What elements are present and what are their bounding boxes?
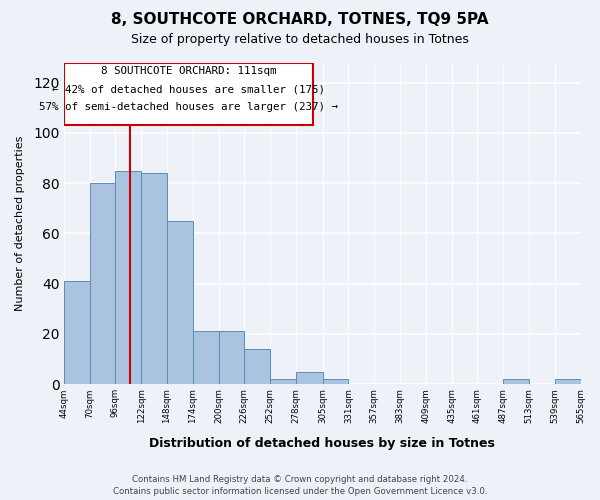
Bar <box>270 379 296 384</box>
Bar <box>296 372 323 384</box>
Text: ← 42% of detached houses are smaller (175): ← 42% of detached houses are smaller (17… <box>52 84 325 94</box>
Text: 8, SOUTHCOTE ORCHARD, TOTNES, TQ9 5PA: 8, SOUTHCOTE ORCHARD, TOTNES, TQ9 5PA <box>111 12 489 28</box>
Y-axis label: Number of detached properties: Number of detached properties <box>15 136 25 311</box>
Bar <box>555 379 581 384</box>
Bar <box>218 332 244 384</box>
X-axis label: Distribution of detached houses by size in Totnes: Distribution of detached houses by size … <box>149 437 495 450</box>
Bar <box>193 332 218 384</box>
Bar <box>167 221 193 384</box>
Text: Contains HM Land Registry data © Crown copyright and database right 2024.: Contains HM Land Registry data © Crown c… <box>132 475 468 484</box>
Text: 8 SOUTHCOTE ORCHARD: 111sqm: 8 SOUTHCOTE ORCHARD: 111sqm <box>101 66 276 76</box>
Bar <box>115 170 141 384</box>
Text: Size of property relative to detached houses in Totnes: Size of property relative to detached ho… <box>131 32 469 46</box>
Bar <box>64 281 89 384</box>
FancyBboxPatch shape <box>64 62 313 126</box>
Text: Contains public sector information licensed under the Open Government Licence v3: Contains public sector information licen… <box>113 487 487 496</box>
Text: 57% of semi-detached houses are larger (237) →: 57% of semi-detached houses are larger (… <box>39 102 338 112</box>
Bar <box>244 349 270 384</box>
Bar <box>141 173 167 384</box>
Bar <box>323 379 349 384</box>
Bar <box>503 379 529 384</box>
Bar <box>89 183 115 384</box>
